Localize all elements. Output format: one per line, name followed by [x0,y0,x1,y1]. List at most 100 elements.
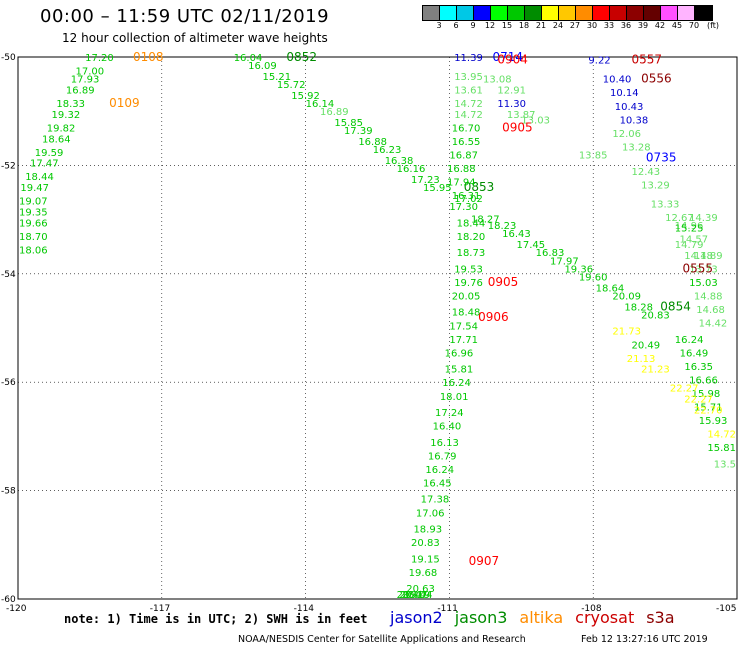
swh-value: 19.36 [564,264,593,275]
lat-tick-label: -56 [1,378,16,388]
colorbar-cell [457,6,474,20]
swh-value: 18.23 [488,221,517,232]
swh-value: 17.94 [447,178,476,189]
colorbar-label: 33 [603,21,615,30]
pass-time-label: 0714 [493,50,524,64]
swh-value: 15.03 [689,278,718,289]
swh-value: 15.25 [675,224,704,235]
swh-value: 19.66 [19,218,48,229]
swh-value: 13.28 [622,142,651,153]
colorbar-label: 3 [436,21,442,30]
swh-value: 21.23 [641,365,670,376]
colorbar-label: 12 [484,21,496,30]
swh-value: 20.47 [399,590,428,601]
swh-value: 12.67 [665,213,694,224]
swh-value: 14.88 [694,291,723,302]
swh-value: 13.08 [483,75,512,86]
swh-value: 12.91 [497,86,526,97]
swh-value: 16.88 [358,137,387,148]
colorbar-cell [559,6,576,20]
swh-value: 20.09 [612,291,641,302]
colorbar-label: 30 [586,21,598,30]
swh-value: 15.93 [699,416,728,427]
swh-value: 16.23 [373,145,402,156]
page-title: 00:00 – 11:59 UTC 02/11/2019 [40,6,330,27]
swh-value: 14.72 [707,430,736,441]
swh-value: 20.49 [632,340,661,351]
swh-value: 15.71 [694,403,723,414]
swh-value: 16.89 [66,86,95,97]
colorbar-cell [593,6,610,20]
colorbar-cell [423,6,440,20]
colorbar-label: 24 [552,21,564,30]
swh-value: 14.18 [684,251,713,262]
lat-tick-label: -58 [1,487,16,497]
swh-value: 19.07 [19,197,48,208]
swh-value: 14.72 [454,99,483,110]
colorbar-label: 27 [569,21,581,30]
swh-value: 18.20 [457,232,486,243]
swh-value: 18.33 [56,99,85,110]
swh-value: 19.44 [404,590,433,601]
satellite-legend-jason3: jason3 [454,608,508,627]
swh-value: 16.45 [423,478,452,489]
colorbar-label: 70 [688,21,700,30]
swh-value: 22.27 [684,394,713,405]
swh-value: 16.35 [684,362,713,373]
swh-value: 19.82 [47,123,76,134]
swh-value: 10.38 [620,115,649,126]
swh-value: 19.32 [52,110,81,121]
swh-colorbar [422,5,713,21]
colorbar-label: 18 [518,21,530,30]
swh-value: 19.15 [411,554,440,565]
swh-value: 21.73 [612,327,641,338]
pass-time-label: 0557 [632,53,663,67]
swh-value: 16.43 [502,229,531,240]
pass-time-label: 0555 [682,261,713,275]
swh-value: 20.83 [411,538,440,549]
satellite-legend-cryosat: cryosat [575,608,635,627]
colorbar-cell [525,6,542,20]
lon-tick-label: -105 [716,604,736,614]
swh-value: 13.03 [521,115,550,126]
swh-value: 20.19 [401,590,430,601]
lat-tick-label: -52 [1,161,16,171]
swh-value: 14.68 [696,305,725,316]
satellite-legend-altika: altika [519,608,564,627]
swh-value: 18.01 [440,392,469,403]
swh-value: 18.64 [596,283,625,294]
swh-value: 17.24 [435,408,464,419]
swh-value: 18.28 [624,302,653,313]
colorbar-label: 36 [620,21,632,30]
swh-value: 17.30 [449,202,478,213]
colorbar-cell [491,6,508,20]
pass-time-label: 0109 [109,96,140,110]
swh-value: 10.14 [610,88,639,99]
swh-value: 13.87 [507,110,536,121]
swh-value: 15.95 [423,183,452,194]
swh-value: 16.14 [306,99,335,110]
swh-value: 10.40 [603,75,632,86]
swh-value: 19.68 [409,568,438,579]
swh-value: 16.79 [428,451,457,462]
swh-value: 16.83 [536,248,565,259]
swh-value: 19.76 [454,278,483,289]
swh-value: 19.60 [579,273,608,284]
pass-time-label: 0108 [133,50,164,64]
swh-value: 18.73 [457,248,486,259]
pass-time-label: 0853 [464,180,495,194]
swh-value: 16.04 [234,53,263,64]
swh-value: 15.92 [291,91,320,102]
colorbar-cell [661,6,678,20]
satellite-legend: jason2 jason3 altika cryosat s3a [390,608,687,627]
swh-value: 14.79 [675,240,704,251]
swh-value: 16.55 [452,137,481,148]
tick-labels: -50 -52 -54 -56 -58 -60-120 -117 -114 -111 -108 -1… [1,53,736,614]
swh-value: 13.85 [579,151,608,162]
swh-value: 17.20 [85,53,114,64]
swh-value: 19.47 [20,183,49,194]
swh-value: 16.38 [385,156,414,167]
swh-value: 16.24 [675,335,704,346]
swh-value: 17.93 [71,75,100,86]
